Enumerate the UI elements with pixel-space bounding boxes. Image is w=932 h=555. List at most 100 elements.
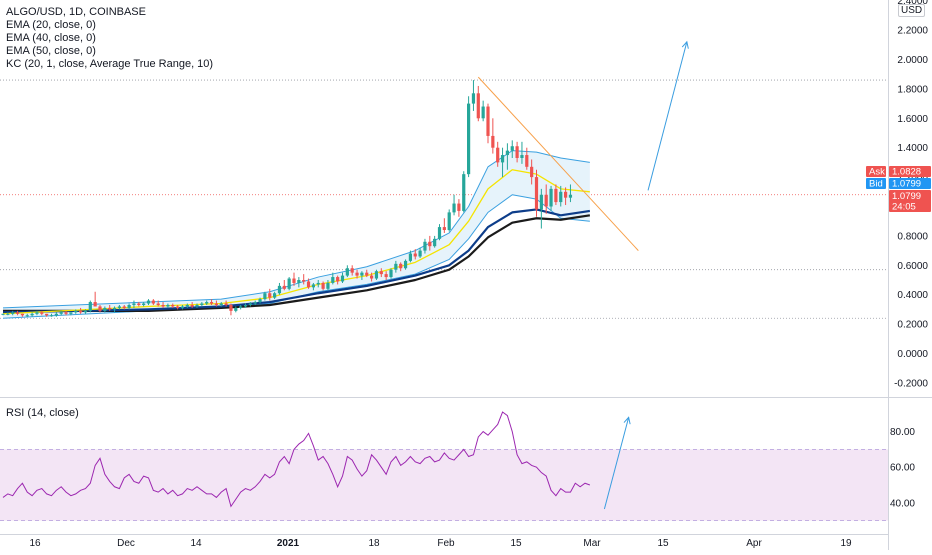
candle-body xyxy=(505,150,509,156)
price-tick-label: 0.8000 xyxy=(897,231,928,242)
candle-body xyxy=(442,227,446,231)
candle-body xyxy=(549,188,553,207)
candle-body xyxy=(462,174,466,211)
candle-body xyxy=(69,312,73,314)
candle-body xyxy=(6,313,10,315)
price-tick-label: 0.6000 xyxy=(897,261,928,272)
candle-body xyxy=(253,302,257,304)
candle-body xyxy=(229,304,233,311)
candle-body xyxy=(195,304,199,307)
bid-label: Bid xyxy=(869,179,883,190)
candle-body xyxy=(306,281,311,288)
last-price-bg xyxy=(889,190,931,212)
candle-body xyxy=(273,293,277,298)
candle-body xyxy=(40,312,44,314)
bid-value: 1.0799 xyxy=(892,179,921,190)
candle-body xyxy=(481,106,485,119)
ask-value: 1.0828 xyxy=(892,167,921,178)
ask-label-bg xyxy=(866,166,886,177)
ema-40-line xyxy=(2,208,591,314)
time-tick-label: Apr xyxy=(746,538,762,549)
time-tick-label: 2021 xyxy=(277,538,300,549)
candle-body xyxy=(467,103,471,175)
candle-body xyxy=(127,304,131,308)
currency-label[interactable]: USD xyxy=(898,4,926,17)
candle-body xyxy=(20,313,24,316)
candle-body xyxy=(224,303,228,305)
candle-body xyxy=(137,303,141,305)
candle-body xyxy=(146,300,151,304)
candle-body xyxy=(360,272,364,276)
candle-body xyxy=(30,313,34,316)
price-tick-label: 2.2000 xyxy=(897,26,928,37)
candle-body xyxy=(287,278,291,289)
candle-body xyxy=(93,302,97,307)
rsi-tick-label: 80.00 xyxy=(890,427,915,438)
time-tick-label: 16 xyxy=(29,538,41,549)
candle-body xyxy=(88,302,92,311)
candle-body xyxy=(258,299,262,303)
candle-body xyxy=(568,194,573,198)
rsi-tick-label: 40.00 xyxy=(890,498,915,509)
candle-body xyxy=(282,285,286,289)
candle-body xyxy=(219,303,223,305)
candle-body xyxy=(471,93,476,104)
candle-body xyxy=(142,303,146,305)
candle-body xyxy=(399,263,403,269)
candle-body xyxy=(403,260,408,269)
candle-body xyxy=(408,253,412,261)
time-tick-label: 14 xyxy=(190,538,202,549)
candle-body xyxy=(336,277,340,282)
ask-value-bg xyxy=(889,166,931,177)
price-tick-label: 1.6000 xyxy=(897,114,928,125)
candle-body xyxy=(11,312,15,314)
candle-body xyxy=(423,241,427,251)
candle-body xyxy=(539,194,543,210)
rsi-projection-arrow xyxy=(603,417,630,510)
price-tick-label: -0.2000 xyxy=(894,378,928,389)
candle-body xyxy=(268,293,272,298)
candle-body xyxy=(180,306,185,308)
candle-body xyxy=(384,274,388,278)
candle-body xyxy=(476,93,480,119)
candle-body xyxy=(151,300,155,304)
price-tick-label: 1.8000 xyxy=(897,84,928,95)
candle-body xyxy=(326,282,330,289)
candle-body xyxy=(486,106,490,136)
candle-body xyxy=(292,278,296,283)
candle-body xyxy=(452,203,456,213)
candle-body xyxy=(108,307,112,310)
bid-value-bg xyxy=(889,178,931,189)
candle-body xyxy=(340,275,345,282)
rsi-band xyxy=(0,449,888,521)
time-tick-label: Dec xyxy=(117,538,135,549)
candle-body xyxy=(389,269,393,278)
candle-body xyxy=(321,282,325,289)
candle-body xyxy=(49,315,54,317)
candle-body xyxy=(1,313,5,315)
candle-body xyxy=(525,155,529,167)
candle-body xyxy=(331,277,335,283)
candle-body xyxy=(520,155,524,158)
candle-body xyxy=(54,313,58,316)
legend-ema-20: EMA (20, close, 0) xyxy=(6,19,96,31)
candle-body xyxy=(447,212,451,231)
time-tick-label: 15 xyxy=(657,538,669,549)
ask-label: Ask xyxy=(869,167,885,178)
candle-body xyxy=(350,268,354,273)
candle-body xyxy=(45,313,49,316)
candle-body xyxy=(239,306,243,308)
price-tick-label: 0.0000 xyxy=(897,349,928,360)
candle-body xyxy=(277,285,282,294)
candle-body xyxy=(98,306,102,311)
candle-body xyxy=(161,304,165,307)
candle-body xyxy=(311,284,315,288)
time-tick-label: Mar xyxy=(583,538,601,549)
price-tick-label: 2.4000 xyxy=(897,0,928,7)
candle-body xyxy=(418,250,422,257)
candle-body xyxy=(530,166,534,178)
kc-upper-line xyxy=(2,150,590,309)
candle-body xyxy=(374,271,379,279)
main-pane-bg xyxy=(0,0,888,397)
candle-body xyxy=(15,312,20,314)
